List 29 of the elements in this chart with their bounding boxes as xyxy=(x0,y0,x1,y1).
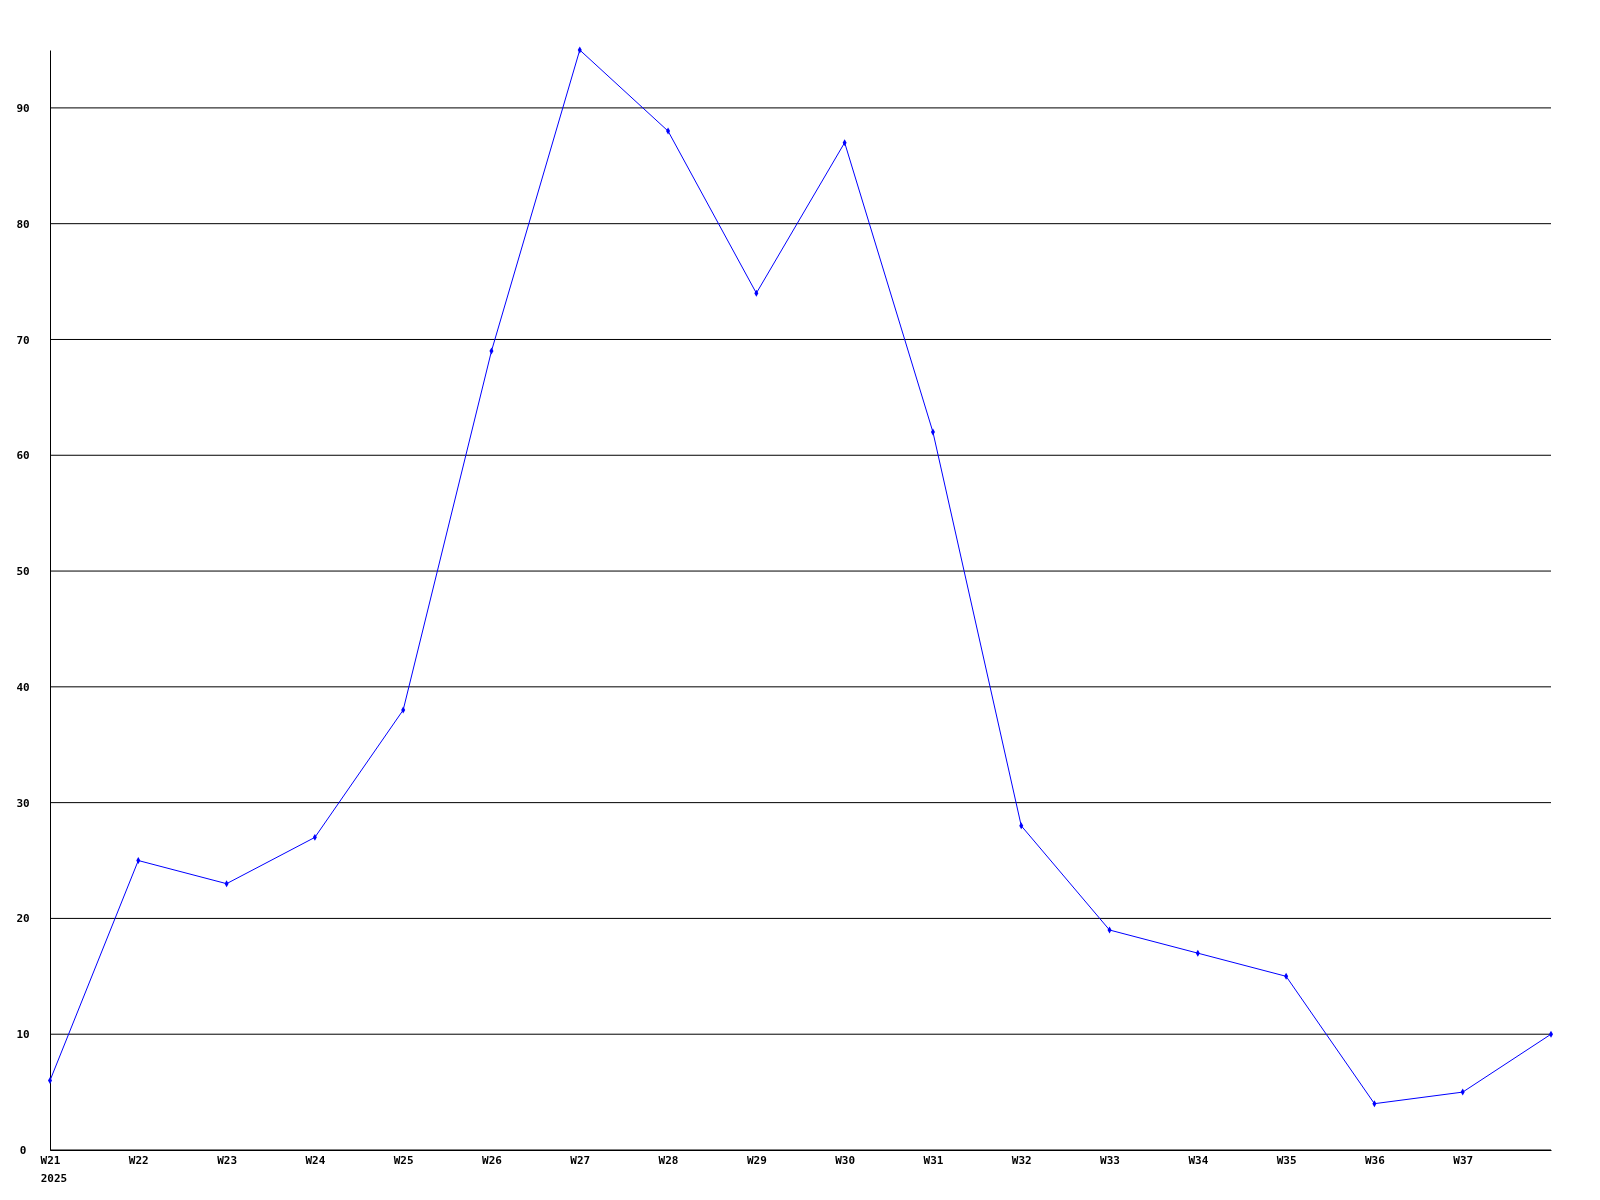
x-tick-label: W30 xyxy=(835,1153,856,1167)
x-tick-label: W33 xyxy=(1100,1153,1120,1167)
x-tick-label: W29 xyxy=(746,1153,767,1167)
text: 2025 xyxy=(40,1172,68,1185)
x-tick-label: W21 xyxy=(40,1153,61,1167)
x-tick-label: W22 xyxy=(128,1153,149,1167)
y-tick-label: 90 xyxy=(16,101,30,115)
x-tick-label: W27 xyxy=(570,1153,591,1167)
y-tick-label: 80 xyxy=(16,217,30,231)
x-tick-label: W31 xyxy=(923,1153,944,1167)
x-tick-label: W32 xyxy=(1011,1153,1032,1167)
y-tick-label: 70 xyxy=(16,333,30,347)
y-tick-label: 0 xyxy=(19,1144,27,1158)
x-tick-label: W35 xyxy=(1276,1153,1297,1167)
x-tick-label: W25 xyxy=(393,1153,414,1167)
x-tick-label: W34 xyxy=(1188,1153,1209,1167)
y-tick-label: 60 xyxy=(16,449,30,463)
y-tick-label: 10 xyxy=(16,1028,30,1042)
x-tick-label: W37 xyxy=(1453,1153,1474,1167)
point xyxy=(1548,1030,1554,1038)
x-tick-label: W28 xyxy=(658,1153,679,1167)
x-tick-label: W23 xyxy=(217,1153,238,1167)
x-tick-label: W24 xyxy=(305,1153,326,1167)
y-tick-label: 50 xyxy=(16,565,30,579)
y-tick-label: 40 xyxy=(16,680,30,694)
y-tick-label: 30 xyxy=(16,796,30,810)
x-tick-label: W26 xyxy=(482,1153,503,1167)
y-tick-label: 20 xyxy=(16,912,30,926)
x-tick-label: W36 xyxy=(1364,1153,1386,1167)
